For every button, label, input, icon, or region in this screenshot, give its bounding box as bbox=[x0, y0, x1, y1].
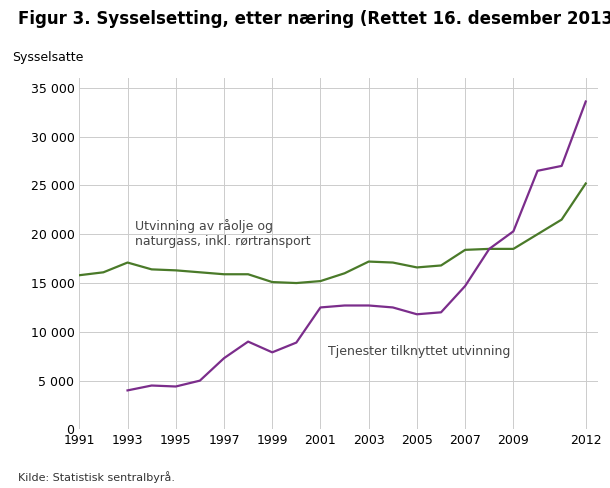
Text: Sysselsatte: Sysselsatte bbox=[12, 51, 84, 64]
Text: Utvinning av råolje og
naturgass, inkl. rørtransport: Utvinning av råolje og naturgass, inkl. … bbox=[135, 219, 310, 248]
Text: Figur 3. Sysselsetting, etter næring (Rettet 16. desember 2013): Figur 3. Sysselsetting, etter næring (Re… bbox=[18, 10, 610, 28]
Text: Tjenester tilknyttet utvinning: Tjenester tilknyttet utvinning bbox=[328, 345, 510, 358]
Text: Kilde: Statistisk sentralbyrå.: Kilde: Statistisk sentralbyrå. bbox=[18, 471, 175, 483]
